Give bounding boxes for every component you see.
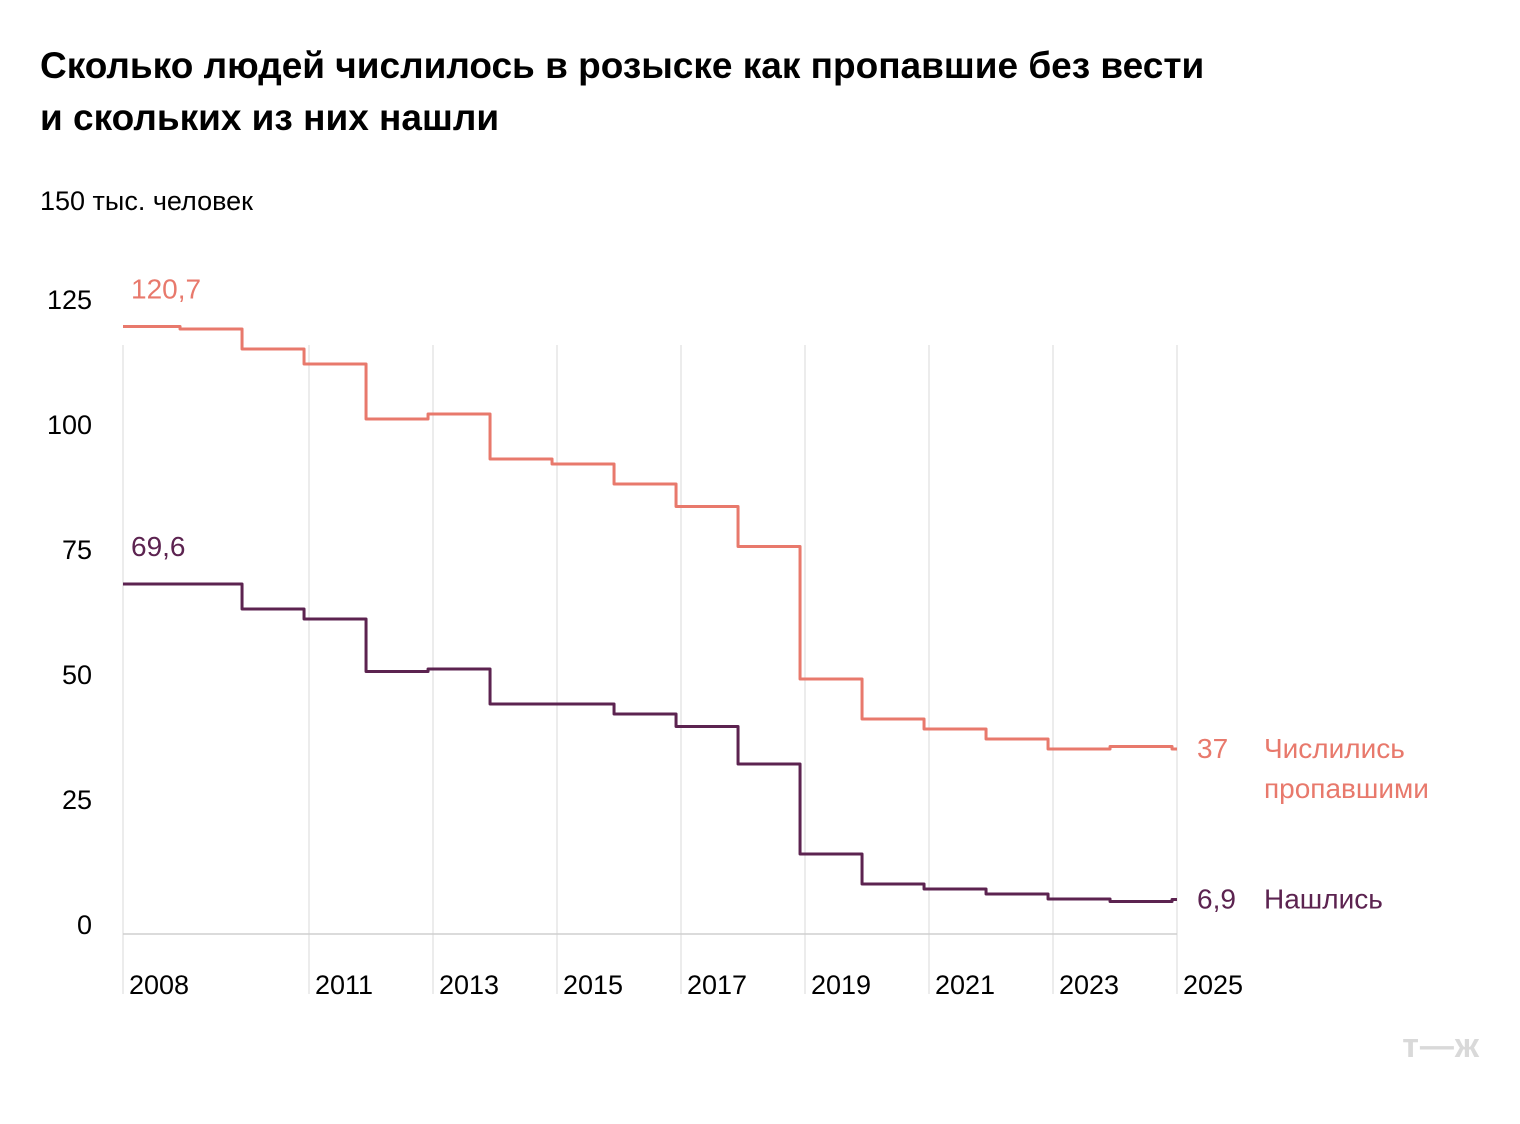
x-tick-2025: 2025 — [1183, 970, 1243, 1000]
x-tick-2013: 2013 — [439, 970, 499, 1000]
y-tick-75: 75 — [62, 535, 92, 565]
chart-title-line-1: Сколько людей числилось в розыске как пр… — [40, 45, 1205, 86]
chart-title: Сколько людей числилось в розыске как пр… — [40, 40, 1440, 144]
y-axis: 0 25 50 75 100 125 — [47, 285, 92, 940]
x-tick-2017: 2017 — [687, 970, 747, 1000]
end-value-label-1: 37 — [1197, 733, 1228, 764]
series-line-1 — [123, 325, 1177, 751]
brand-logo: т—ж — [1402, 1027, 1480, 1065]
x-tick-2021: 2021 — [935, 970, 995, 1000]
x-tick-2015: 2015 — [563, 970, 623, 1000]
x-tick-2023: 2023 — [1059, 970, 1119, 1000]
x-axis: 2008 2011 2013 2015 2017 2019 2021 2023 2025 — [129, 970, 1243, 1000]
chart-title-line-2: и скольких из них нашли — [40, 97, 500, 138]
series-labels: 120,7 37 Числились пропавшими 69,6 6,9 Нашлись — [131, 274, 1429, 915]
y-tick-100: 100 — [47, 410, 92, 440]
y-tick-0: 0 — [77, 910, 92, 940]
series-line-2 — [123, 582, 1177, 903]
series-name-1-line-1: Числились — [1264, 733, 1405, 764]
grid — [122, 345, 1178, 994]
series-name-1-line-2: пропавшими — [1264, 773, 1429, 804]
y-axis-unit-label: 150 тыс. человек — [40, 186, 253, 216]
y-tick-50: 50 — [62, 660, 92, 690]
start-value-label-2: 69,6 — [131, 531, 186, 562]
series-name-2: Нашлись — [1264, 884, 1383, 915]
y-tick-125: 125 — [47, 285, 92, 315]
x-tick-2008: 2008 — [129, 970, 189, 1000]
x-tick-2019: 2019 — [811, 970, 871, 1000]
end-value-label-2: 6,9 — [1197, 884, 1236, 915]
x-tick-2011: 2011 — [315, 970, 373, 1000]
y-tick-25: 25 — [62, 785, 92, 815]
series-lines — [123, 325, 1177, 903]
start-value-label-1: 120,7 — [131, 274, 201, 305]
